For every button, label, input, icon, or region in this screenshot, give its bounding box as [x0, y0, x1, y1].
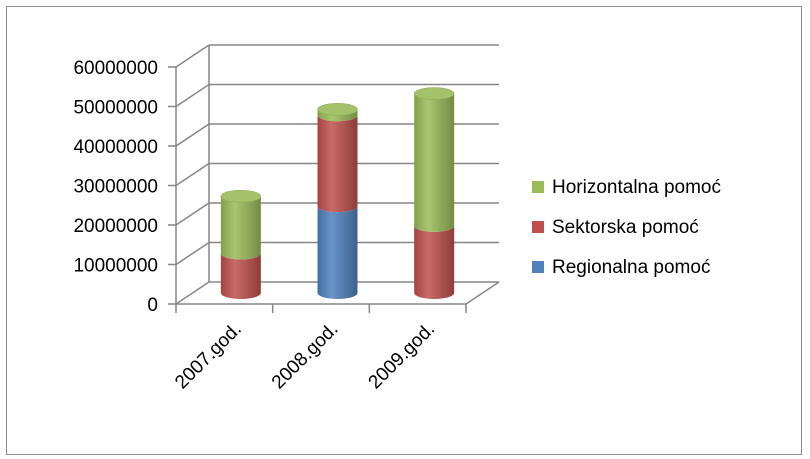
- bars: [220, 87, 455, 299]
- bar-cap: [317, 103, 358, 116]
- gridline-diagonal: [175, 202, 210, 226]
- legend-label: Horizontalna pomoć: [552, 177, 721, 198]
- bar-segment: [220, 196, 261, 260]
- bar-segment: [414, 225, 455, 299]
- legend-swatch: [532, 221, 544, 233]
- y-tick-label: 0: [147, 295, 158, 316]
- legend-swatch: [532, 261, 544, 273]
- y-tick-label: 60000000: [73, 58, 158, 79]
- y-tick-label: 10000000: [73, 256, 158, 277]
- bar-segment: [317, 109, 358, 122]
- y-tick-label: 20000000: [73, 216, 158, 237]
- legend-label: Sektorska pomoć: [552, 217, 699, 238]
- y-tick-label: 50000000: [73, 98, 158, 119]
- x-category-label: 2008.god.: [268, 319, 343, 394]
- y-tick-label: 40000000: [73, 137, 158, 158]
- x-category-label: 2009.god.: [365, 319, 440, 394]
- bar-cap: [413, 87, 455, 100]
- gridline-diagonal: [175, 83, 210, 108]
- bar-segment: [317, 115, 358, 213]
- gridline-diagonal: [175, 123, 210, 147]
- gridline-diagonal: [175, 281, 210, 305]
- bar-segment: [414, 93, 455, 232]
- legend-label: Regionalna pomoć: [552, 257, 710, 278]
- bar-segment: [317, 206, 358, 299]
- gridline-diagonal: [175, 241, 210, 266]
- floor-edge: [465, 281, 500, 305]
- chart-area: [6, 6, 802, 455]
- bar-segment: [220, 253, 261, 299]
- y-tick-label: 30000000: [73, 177, 158, 198]
- gridline-diagonal: [175, 162, 210, 187]
- bar-cap: [220, 189, 262, 203]
- gridline-diagonal: [175, 44, 210, 68]
- legend: Horizontalna pomoć Sektorska pomoć Regiona…: [532, 177, 721, 278]
- legend-swatch: [532, 181, 544, 193]
- x-category-label: 2007.god.: [171, 319, 246, 394]
